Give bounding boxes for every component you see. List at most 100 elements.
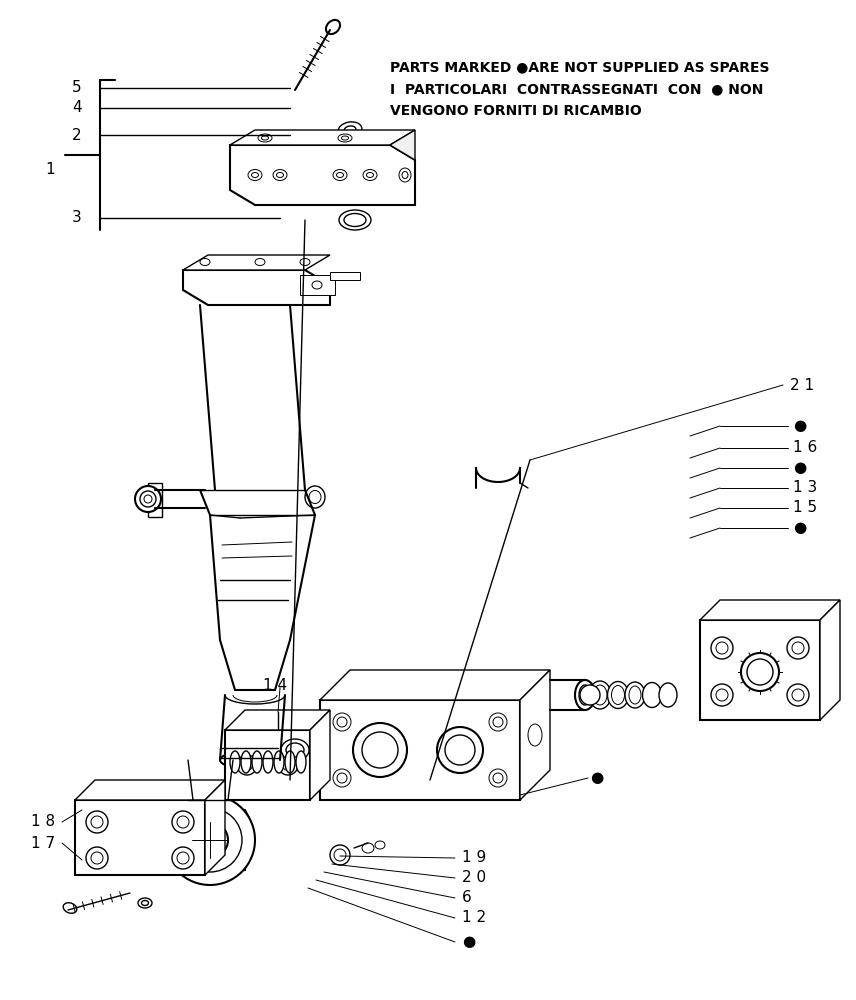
Text: ●: ●	[590, 770, 603, 786]
Circle shape	[200, 830, 220, 850]
Text: 1 7: 1 7	[31, 836, 55, 850]
Text: 2: 2	[73, 127, 82, 142]
Ellipse shape	[342, 136, 348, 140]
Ellipse shape	[333, 169, 347, 180]
Text: 6: 6	[462, 890, 472, 906]
Polygon shape	[230, 130, 415, 145]
Text: 1 2: 1 2	[462, 910, 486, 926]
Ellipse shape	[528, 724, 542, 746]
Polygon shape	[75, 800, 205, 875]
Ellipse shape	[135, 486, 161, 512]
Ellipse shape	[338, 122, 362, 138]
Text: I  PARTICOLARI  CONTRASSEGNATI  CON  ● NON: I PARTICOLARI CONTRASSEGNATI CON ● NON	[390, 82, 764, 96]
Circle shape	[192, 822, 228, 858]
Text: ●: ●	[462, 934, 475, 950]
Ellipse shape	[741, 653, 779, 691]
Polygon shape	[300, 275, 335, 295]
Ellipse shape	[493, 717, 503, 727]
Ellipse shape	[339, 210, 371, 230]
Text: ●: ●	[793, 418, 806, 434]
Polygon shape	[225, 710, 330, 730]
Ellipse shape	[286, 743, 304, 757]
Text: 5: 5	[73, 81, 82, 96]
Ellipse shape	[278, 755, 298, 775]
Ellipse shape	[608, 682, 628, 708]
Ellipse shape	[643, 682, 662, 708]
Ellipse shape	[362, 843, 374, 853]
Ellipse shape	[138, 898, 152, 908]
Ellipse shape	[248, 169, 262, 180]
Ellipse shape	[172, 847, 194, 869]
Ellipse shape	[273, 169, 287, 180]
Ellipse shape	[659, 683, 677, 707]
Text: 1 6: 1 6	[793, 440, 817, 456]
Ellipse shape	[716, 642, 728, 654]
Ellipse shape	[177, 816, 189, 828]
Ellipse shape	[711, 637, 733, 659]
Ellipse shape	[86, 847, 108, 869]
Ellipse shape	[362, 732, 398, 768]
Ellipse shape	[437, 727, 483, 773]
Polygon shape	[230, 145, 415, 205]
Text: PARTS MARKED ●ARE NOT SUPPLIED AS SPARES: PARTS MARKED ●ARE NOT SUPPLIED AS SPARES	[390, 60, 770, 74]
Text: 1 5: 1 5	[793, 500, 817, 516]
Text: 1 3: 1 3	[793, 481, 817, 495]
Polygon shape	[390, 130, 415, 160]
Ellipse shape	[611, 686, 625, 704]
Ellipse shape	[255, 258, 265, 265]
Ellipse shape	[629, 686, 641, 704]
Ellipse shape	[366, 172, 373, 178]
Ellipse shape	[258, 134, 272, 142]
Ellipse shape	[711, 684, 733, 706]
Ellipse shape	[402, 172, 408, 178]
Ellipse shape	[241, 751, 251, 773]
Circle shape	[580, 685, 600, 705]
Ellipse shape	[172, 811, 194, 833]
Text: 1 4: 1 4	[263, 678, 287, 694]
Ellipse shape	[344, 214, 366, 227]
Ellipse shape	[344, 126, 356, 134]
Ellipse shape	[445, 735, 475, 765]
Ellipse shape	[276, 172, 283, 178]
Ellipse shape	[337, 773, 347, 783]
Ellipse shape	[91, 816, 103, 828]
Ellipse shape	[593, 685, 607, 705]
Polygon shape	[225, 730, 310, 800]
Ellipse shape	[363, 169, 377, 180]
Ellipse shape	[787, 684, 809, 706]
Polygon shape	[310, 710, 330, 800]
Text: 1 8: 1 8	[31, 814, 55, 830]
Polygon shape	[700, 600, 840, 620]
Text: 4: 4	[73, 101, 82, 115]
Polygon shape	[520, 670, 550, 800]
Polygon shape	[320, 670, 550, 700]
Ellipse shape	[489, 713, 507, 731]
Ellipse shape	[337, 717, 347, 727]
Ellipse shape	[493, 773, 503, 783]
Ellipse shape	[285, 751, 295, 773]
Ellipse shape	[140, 491, 156, 507]
Ellipse shape	[312, 281, 322, 289]
Ellipse shape	[252, 751, 262, 773]
Polygon shape	[330, 272, 360, 280]
Polygon shape	[205, 780, 225, 875]
Ellipse shape	[237, 755, 257, 775]
Ellipse shape	[489, 769, 507, 787]
Polygon shape	[183, 255, 330, 270]
Polygon shape	[320, 700, 520, 800]
Ellipse shape	[141, 900, 148, 906]
Ellipse shape	[747, 659, 773, 685]
Ellipse shape	[589, 681, 611, 709]
Ellipse shape	[230, 751, 240, 773]
Circle shape	[178, 808, 242, 872]
Text: ●: ●	[793, 520, 806, 536]
Text: 2 1: 2 1	[790, 377, 814, 392]
Polygon shape	[170, 810, 250, 870]
Ellipse shape	[333, 769, 351, 787]
Polygon shape	[820, 600, 840, 720]
Polygon shape	[75, 780, 225, 800]
Ellipse shape	[575, 680, 595, 710]
Text: 1 9: 1 9	[462, 850, 486, 865]
Ellipse shape	[300, 258, 310, 265]
Ellipse shape	[263, 751, 273, 773]
